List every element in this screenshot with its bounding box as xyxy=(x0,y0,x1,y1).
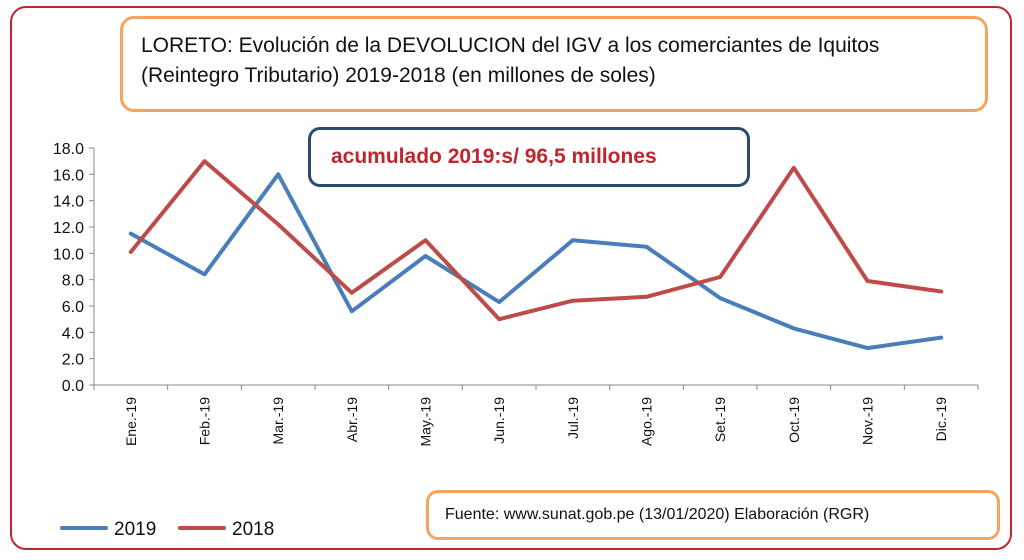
x-tick-label: Ene.-19 xyxy=(123,397,139,446)
legend-label-2018: 2018 xyxy=(232,519,274,540)
source-note: Fuente: www.sunat.gob.pe (13/01/2020) El… xyxy=(426,490,1000,540)
y-tick-label: 12.0 xyxy=(53,220,84,237)
y-tick-label: 8.0 xyxy=(62,273,84,290)
series-lines xyxy=(128,159,944,351)
y-tick-label: 14.0 xyxy=(53,194,84,211)
x-tick-label: Ago.-19 xyxy=(639,397,655,446)
chart-title-line-1: LORETO: Evolución de la DEVOLUCION del I… xyxy=(141,34,880,57)
x-axis: Ene.-19 Feb.-19 Mar.-19 Abr.-19 May.-19 Jun.-… xyxy=(93,384,979,447)
y-tick-label: 4.0 xyxy=(62,325,84,342)
x-tick-label: Set.-19 xyxy=(712,397,728,442)
chart-title-line-2: (Reintegro Tributario) 2019-2018 (en mil… xyxy=(141,64,656,87)
x-tick-label: Feb.-19 xyxy=(197,397,213,445)
y-tick-label: 0.0 xyxy=(62,378,84,395)
x-tick-label: Nov.-19 xyxy=(860,397,876,445)
y-tick-label: 10.0 xyxy=(53,246,84,263)
y-tick-label: 2.0 xyxy=(62,352,84,369)
chart-frame xyxy=(10,6,1012,550)
y-tick-label: 18.0 xyxy=(53,141,84,158)
y-tick-label: 16.0 xyxy=(53,167,84,184)
y-axis: 0.0 2.0 4.0 6.0 8.0 10.0 12.0 14.0 16.0 18.0 xyxy=(53,141,95,395)
legend: 2019 2018 xyxy=(60,519,274,540)
series-line-2019 xyxy=(128,172,944,351)
y-tick-label: 6.0 xyxy=(62,299,84,316)
series-line-2018 xyxy=(128,159,944,322)
x-tick-label: Jul.-19 xyxy=(565,397,581,439)
legend-label-2019: 2019 xyxy=(114,519,156,540)
x-tick-label: May.-19 xyxy=(418,397,434,447)
x-tick-label: Mar.-19 xyxy=(270,397,286,445)
accumulated-callout: acumulado 2019:s/ 96,5 millones xyxy=(308,127,750,187)
x-tick-label: Jun.-19 xyxy=(491,397,507,444)
x-tick-label: Dic.-19 xyxy=(933,397,949,442)
x-tick-label: Oct.-19 xyxy=(786,397,802,443)
x-tick-label: Abr.-19 xyxy=(344,397,360,442)
chart-title-box: LORETO: Evolución de la DEVOLUCION del I… xyxy=(120,16,988,112)
